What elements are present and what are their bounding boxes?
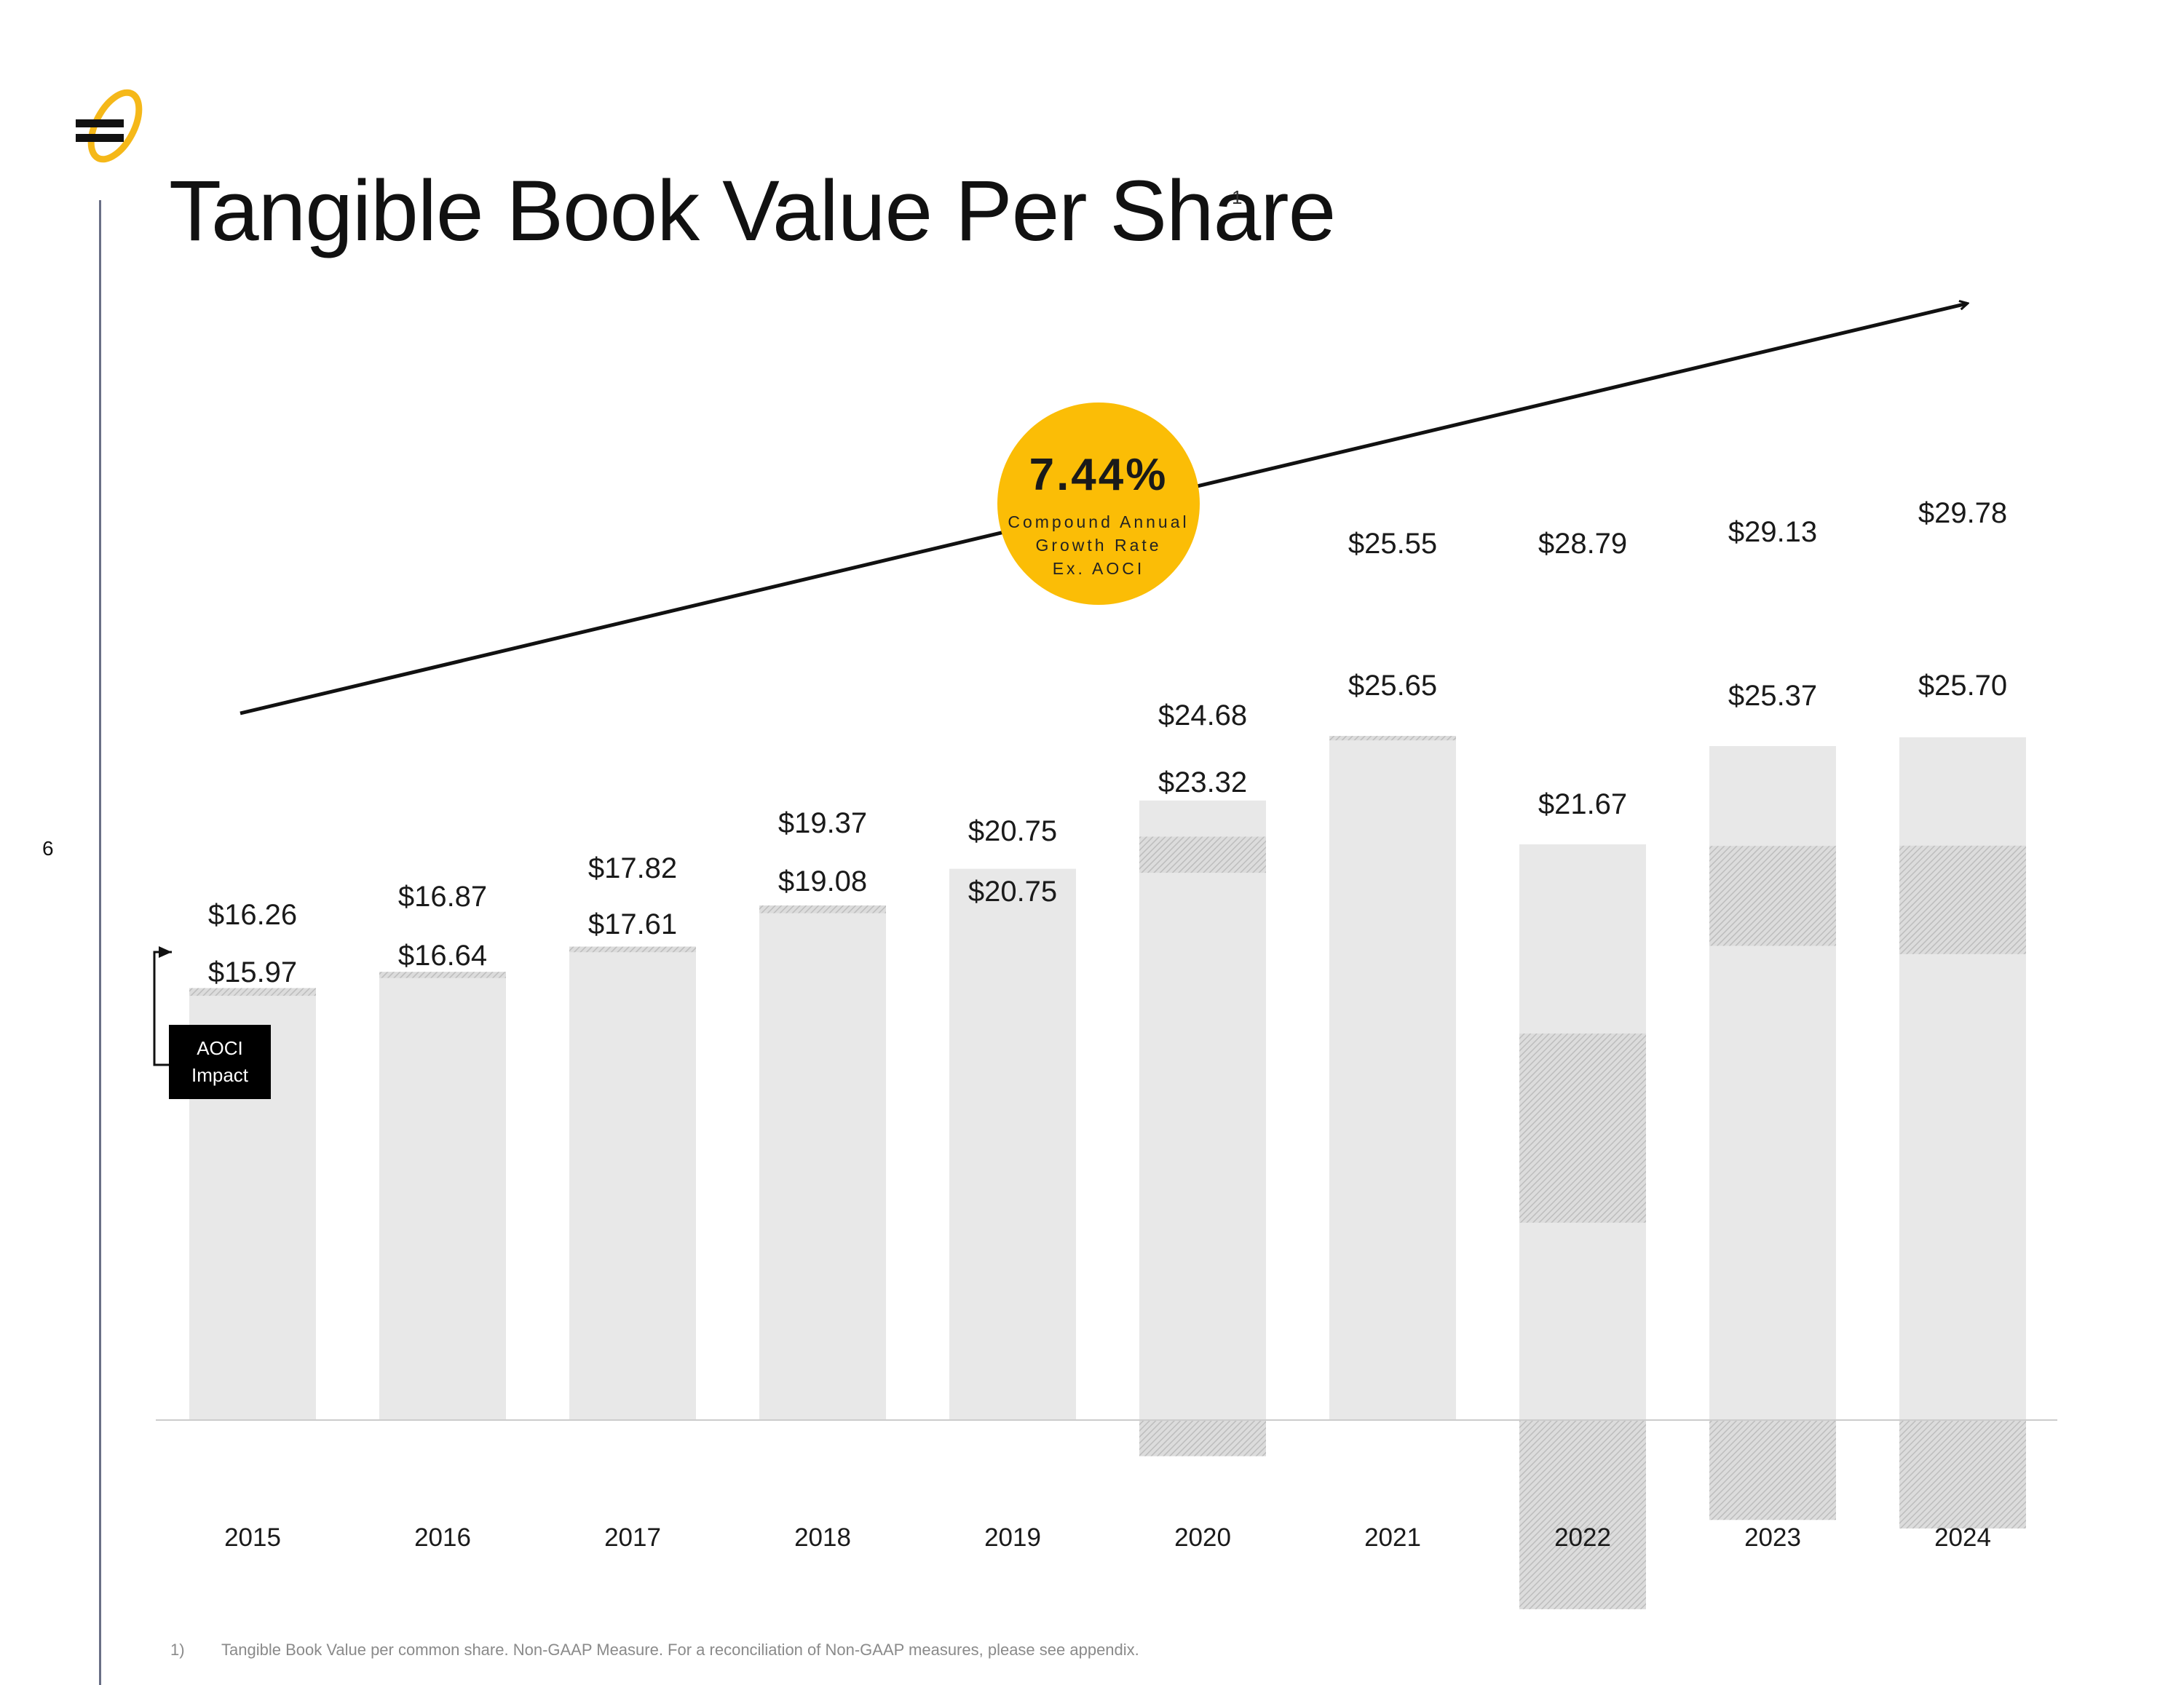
bar-2020 bbox=[1139, 800, 1266, 1420]
bars-layer bbox=[189, 736, 2026, 1609]
title-footnote-marker: 1 bbox=[1232, 186, 1243, 208]
aoci-negative-2023 bbox=[1709, 1420, 1836, 1521]
aoci-bracket bbox=[153, 946, 172, 1066]
cagr-label-line: Ex. AOCI bbox=[1052, 559, 1145, 578]
aoci-negative-2020 bbox=[1139, 1420, 1266, 1456]
x-tick-label: 2022 bbox=[1554, 1523, 1611, 1552]
aoci-label-line: AOCI bbox=[197, 1037, 243, 1059]
cagr-badge: 7.44% Compound Annual Growth Rate Ex. AO… bbox=[997, 403, 1200, 605]
bar-2019 bbox=[949, 868, 1076, 1420]
aoci-segment-2015 bbox=[189, 988, 316, 996]
aoci-segment-2021 bbox=[1329, 736, 1456, 741]
data-label-upper: $20.75 bbox=[968, 815, 1057, 847]
data-label-upper: $29.13 bbox=[1728, 516, 1817, 548]
bar-2016 bbox=[379, 972, 506, 1420]
x-tick-label: 2015 bbox=[224, 1523, 281, 1552]
data-label-upper: $29.78 bbox=[1918, 497, 2007, 529]
aoci-segment-2022 bbox=[1519, 1033, 1646, 1223]
x-tick-label: 2019 bbox=[984, 1523, 1041, 1552]
x-tick-label: 2016 bbox=[414, 1523, 471, 1552]
left-rule bbox=[99, 200, 101, 1685]
cagr-value: 7.44% bbox=[1029, 450, 1168, 500]
x-tick-label: 2023 bbox=[1744, 1523, 1801, 1552]
data-label-lower: $21.67 bbox=[1538, 788, 1627, 820]
data-label-upper: $16.26 bbox=[208, 899, 297, 931]
aoci-segment-2016 bbox=[379, 972, 506, 978]
cagr-label-line: Growth Rate bbox=[1035, 536, 1162, 555]
data-label-lower: $19.08 bbox=[778, 865, 867, 897]
bar-2021 bbox=[1329, 736, 1456, 1420]
x-tick-label: 2020 bbox=[1174, 1523, 1231, 1552]
x-tick-label: 2018 bbox=[794, 1523, 851, 1552]
data-label-lower: $20.75 bbox=[968, 876, 1057, 908]
labels-layer: 2015 2016 2017 2018 2019 2020 2021 2022 2023 2024… bbox=[208, 497, 2007, 1552]
footnote-number: 1) bbox=[170, 1641, 185, 1659]
aoci-impact-label: AOCI Impact bbox=[169, 1025, 271, 1099]
data-label-lower: $15.97 bbox=[208, 956, 297, 988]
footnote-text: Tangible Book Value per common share. No… bbox=[221, 1641, 1139, 1659]
aoci-segment-2023 bbox=[1709, 846, 1836, 946]
data-label-upper: $16.87 bbox=[398, 881, 487, 913]
aoci-segment-2017 bbox=[569, 946, 696, 953]
aoci-negative-2024 bbox=[1899, 1420, 2026, 1529]
data-label-lower: $25.37 bbox=[1728, 680, 1817, 712]
page-title: Tangible Book Value Per Share bbox=[169, 163, 1336, 259]
data-label-lower: $25.65 bbox=[1348, 670, 1437, 702]
data-label-upper: $17.82 bbox=[588, 852, 677, 884]
data-label-lower: $23.32 bbox=[1158, 766, 1247, 798]
data-label-upper: $19.37 bbox=[778, 807, 867, 839]
x-tick-label: 2017 bbox=[604, 1523, 661, 1552]
x-tick-label: 2024 bbox=[1934, 1523, 1991, 1552]
aoci-segment-2018 bbox=[759, 905, 886, 913]
x-tick-label: 2021 bbox=[1364, 1523, 1421, 1552]
aoci-segment-2024 bbox=[1899, 845, 2026, 954]
footnote: 1) Tangible Book Value per common share. … bbox=[170, 1641, 1139, 1660]
aoci-negative-2022 bbox=[1519, 1420, 1646, 1609]
data-label-upper: $24.68 bbox=[1158, 699, 1247, 732]
page-number: 6 bbox=[42, 837, 54, 860]
data-label-upper: $28.79 bbox=[1538, 528, 1627, 560]
aoci-segment-2020 bbox=[1139, 836, 1266, 873]
bar-2017 bbox=[569, 946, 696, 1420]
cagr-label-line: Compound Annual bbox=[1008, 512, 1190, 531]
aoci-label-line: Impact bbox=[191, 1064, 249, 1086]
bar-2018 bbox=[759, 905, 886, 1420]
company-logo-icon bbox=[76, 89, 143, 163]
bar-2024 bbox=[1899, 737, 2026, 1420]
data-label-lower: $16.64 bbox=[398, 940, 487, 972]
data-label-lower: $17.61 bbox=[588, 908, 677, 940]
data-label-lower: $25.70 bbox=[1918, 670, 2007, 702]
cagr-label: Compound Annual Growth Rate Ex. AOCI bbox=[997, 510, 1200, 580]
data-label-upper: $25.55 bbox=[1348, 528, 1437, 560]
